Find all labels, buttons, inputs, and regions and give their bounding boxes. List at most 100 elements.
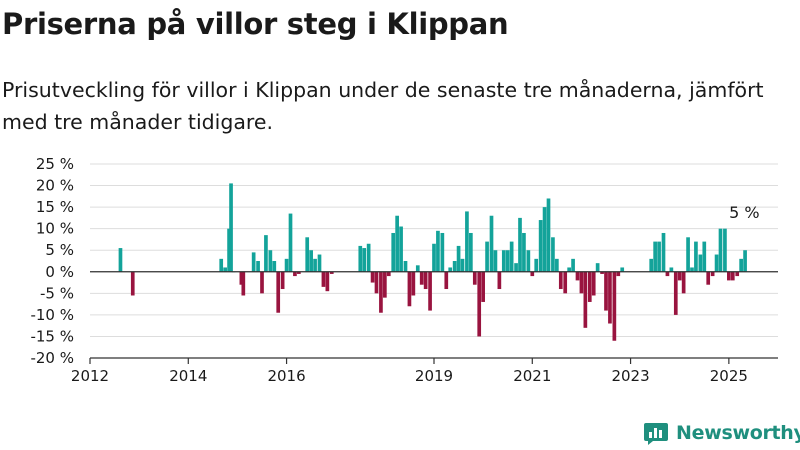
bar [518, 217, 522, 272]
bar [681, 271, 686, 294]
bar [293, 271, 297, 277]
bar [702, 241, 707, 272]
bar [616, 271, 621, 277]
bar [542, 207, 547, 272]
bar [436, 230, 440, 272]
y-tick-label: 10 % [36, 220, 74, 238]
bar [673, 271, 678, 315]
bar [241, 271, 246, 296]
bar [321, 271, 326, 287]
bar [456, 245, 461, 272]
bar [600, 271, 604, 274]
bar [730, 271, 735, 281]
bar [509, 241, 514, 272]
bar [694, 241, 698, 272]
bar [620, 267, 625, 272]
bar [288, 213, 293, 272]
x-tick-label: 2025 [710, 367, 748, 385]
bar [428, 271, 432, 311]
bar [229, 183, 233, 272]
bar [497, 271, 502, 290]
x-tick-label: 2014 [169, 367, 207, 385]
bar [440, 232, 445, 272]
bar [366, 243, 371, 272]
bar [555, 258, 559, 272]
bar [587, 271, 592, 302]
bar [239, 271, 244, 285]
x-tick-label: 2016 [267, 367, 305, 385]
bar [219, 258, 224, 272]
bar [579, 271, 584, 294]
y-tick-label: -15 % [30, 327, 74, 345]
x-tick-label: 2023 [611, 367, 649, 385]
bar [706, 271, 711, 285]
bar [718, 228, 723, 272]
bar [501, 250, 506, 272]
bar [477, 271, 482, 337]
bar [612, 271, 617, 341]
bar [563, 271, 568, 294]
bar [723, 228, 727, 272]
bar [411, 271, 416, 296]
bar [591, 271, 596, 296]
bar [526, 250, 531, 272]
bar [604, 271, 608, 311]
bar [472, 271, 477, 285]
bar [260, 271, 264, 294]
bar [567, 267, 571, 272]
bar [669, 267, 674, 272]
bar [677, 271, 682, 281]
bar [395, 215, 399, 272]
bar [118, 248, 123, 272]
bar [313, 258, 317, 272]
bar [358, 245, 363, 272]
bar [575, 271, 580, 281]
bar [317, 254, 322, 272]
bar [370, 271, 375, 283]
x-tick-label: 2021 [513, 367, 551, 385]
bar [227, 228, 231, 272]
bar [403, 261, 408, 272]
y-tick-label: -10 % [30, 306, 74, 324]
bar [514, 263, 518, 272]
bar [386, 271, 391, 277]
bar [661, 232, 666, 272]
bar [522, 232, 526, 272]
y-tick-label: 5 % [45, 241, 74, 259]
bar [735, 271, 740, 277]
bar [223, 267, 227, 272]
y-tick-label: 25 % [36, 155, 74, 173]
bar [608, 271, 612, 324]
bar [423, 271, 428, 290]
axes [89, 271, 778, 364]
bar [391, 232, 396, 272]
bar [546, 198, 551, 272]
bar [657, 241, 661, 272]
x-tick-label: 2019 [415, 367, 453, 385]
bar [264, 235, 268, 272]
x-tick-label: 2012 [71, 367, 109, 385]
bar [534, 258, 539, 272]
y-tick-label: 0 % [45, 263, 74, 281]
bar [297, 271, 301, 274]
bar [653, 241, 657, 272]
bar [489, 215, 494, 272]
bar [329, 271, 334, 274]
newsworthy-logo: Newsworthy [643, 418, 800, 448]
bar [399, 226, 403, 272]
bar [505, 250, 510, 272]
bar [530, 271, 535, 277]
bar [686, 237, 690, 272]
bar [739, 258, 743, 272]
bar [493, 250, 498, 272]
bar [280, 271, 285, 290]
bar [690, 267, 694, 272]
y-tick-label: -5 % [40, 284, 74, 302]
bar [727, 271, 731, 281]
y-tick-label: 15 % [36, 198, 74, 216]
bar [383, 271, 387, 298]
bar [251, 252, 256, 272]
latest-value-annotation: 5 % [729, 203, 759, 222]
bar [374, 271, 379, 294]
